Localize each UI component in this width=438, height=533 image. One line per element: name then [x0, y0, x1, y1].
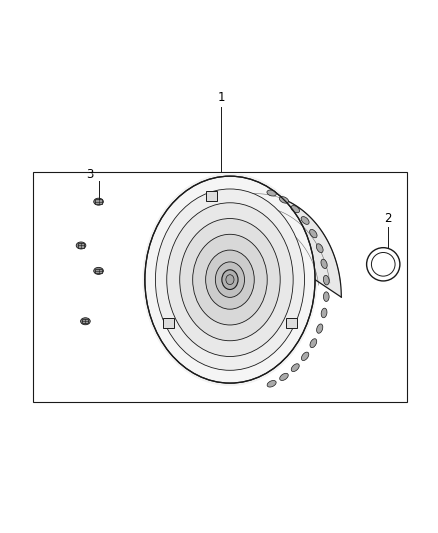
Ellipse shape	[155, 189, 304, 370]
Bar	[78, 243, 84, 248]
Ellipse shape	[167, 203, 293, 357]
Ellipse shape	[226, 274, 234, 285]
Ellipse shape	[193, 235, 267, 325]
Bar	[33, 172, 407, 402]
Bar	[82, 319, 88, 324]
Ellipse shape	[301, 216, 309, 224]
Polygon shape	[145, 176, 341, 297]
Ellipse shape	[323, 276, 329, 285]
Ellipse shape	[142, 173, 318, 386]
Text: 2: 2	[384, 212, 392, 225]
Circle shape	[367, 248, 400, 281]
Bar	[206, 191, 217, 201]
Text: 3: 3	[86, 168, 93, 181]
Ellipse shape	[323, 292, 329, 302]
Ellipse shape	[317, 324, 323, 333]
Ellipse shape	[215, 262, 244, 297]
Text: 1: 1	[217, 91, 225, 104]
Ellipse shape	[206, 250, 254, 309]
Bar	[286, 318, 297, 328]
Ellipse shape	[81, 318, 90, 325]
Ellipse shape	[301, 352, 309, 360]
Bar	[162, 318, 174, 328]
Bar	[95, 269, 102, 273]
Ellipse shape	[267, 381, 276, 387]
Ellipse shape	[321, 259, 327, 269]
Ellipse shape	[291, 364, 299, 372]
Circle shape	[371, 253, 395, 276]
Ellipse shape	[94, 198, 103, 205]
Bar	[95, 199, 102, 204]
Ellipse shape	[310, 229, 317, 238]
Ellipse shape	[267, 190, 276, 196]
Ellipse shape	[94, 268, 103, 274]
Ellipse shape	[222, 270, 238, 289]
Ellipse shape	[76, 242, 86, 249]
Ellipse shape	[321, 308, 327, 318]
Ellipse shape	[291, 206, 300, 213]
Ellipse shape	[310, 338, 317, 348]
Ellipse shape	[180, 219, 280, 341]
Ellipse shape	[280, 373, 288, 381]
Ellipse shape	[316, 244, 323, 253]
Ellipse shape	[145, 176, 315, 383]
Ellipse shape	[279, 197, 289, 203]
